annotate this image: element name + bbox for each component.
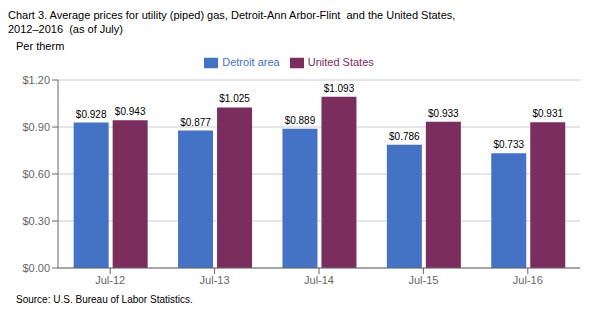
svg-text:Jul-13: Jul-13 [200, 274, 230, 286]
svg-text:$0.889: $0.889 [285, 115, 316, 126]
svg-text:$0.928: $0.928 [76, 109, 107, 120]
svg-text:$0.90: $0.90 [22, 121, 50, 133]
svg-text:Jul-16: Jul-16 [513, 274, 543, 286]
svg-text:Jul-12: Jul-12 [95, 274, 125, 286]
svg-text:$0.00: $0.00 [22, 262, 50, 274]
html-text:2012–2016 (as of July): 2012–2016 (as of July) [8, 23, 123, 35]
svg-text:$0.933: $0.933 [428, 108, 459, 119]
svg-text:$0.931: $0.931 [532, 108, 563, 119]
svg-text:$1.025: $1.025 [219, 93, 250, 104]
svg-text:$0.786: $0.786 [389, 131, 420, 142]
svg-text:$0.733: $0.733 [493, 139, 524, 150]
svg-text:$0.943: $0.943 [115, 106, 146, 117]
svg-text:$1.20: $1.20 [22, 74, 50, 86]
svg-text:Jul-15: Jul-15 [408, 274, 438, 286]
svg-text:$0.30: $0.30 [22, 215, 50, 227]
html-text:Per therm: Per therm [16, 40, 65, 52]
html-text:Source: U.S. Bureau of Labor S: Source: U.S. Bureau of Labor Statistics. [16, 294, 193, 305]
svg-text:Jul-14: Jul-14 [304, 274, 334, 286]
svg-text:$0.877: $0.877 [180, 117, 211, 128]
svg-text:$0.60: $0.60 [22, 168, 50, 180]
html-text:Chart 3. Average prices for ut: Chart 3. Average prices for utility (pip… [8, 9, 456, 21]
html-text:United States: United States [307, 56, 374, 68]
html-text:Detroit area: Detroit area [222, 56, 280, 68]
svg-text:$1.093: $1.093 [324, 83, 355, 94]
